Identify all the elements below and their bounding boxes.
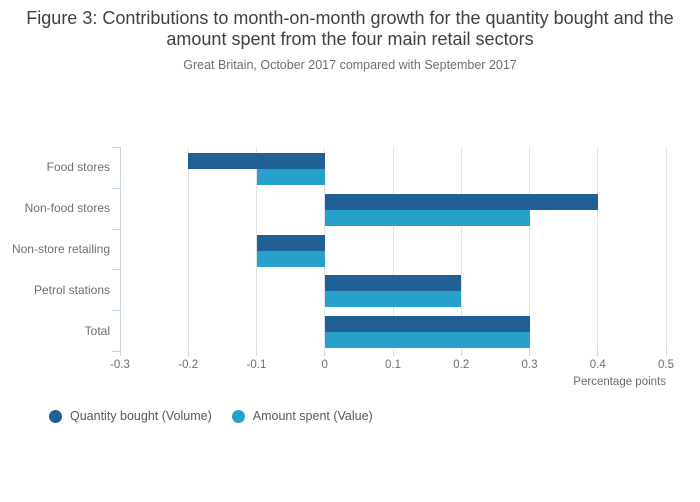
- category-label: Petrol stations: [33, 282, 110, 297]
- chart-title: Figure 3: Contributions to month-on-mont…: [26, 8, 674, 49]
- gridline: [665, 147, 667, 351]
- category-label: Total: [84, 323, 110, 338]
- legend-label-volume: Quantity bought (Volume): [70, 409, 212, 423]
- chart-subtitle: Great Britain, October 2017 compared wit…: [183, 58, 517, 72]
- gridline: [324, 147, 326, 351]
- gridline: [187, 147, 189, 351]
- bar-quantity-bought: [324, 316, 530, 333]
- y-axis-tick: [112, 188, 120, 189]
- x-axis-tick: [119, 351, 121, 356]
- x-axis-tick: [529, 351, 530, 356]
- y-axis-tick: [112, 229, 120, 230]
- plot-area: [120, 147, 667, 351]
- category-label: Food stores: [46, 160, 110, 175]
- y-axis-tick: [112, 310, 120, 311]
- bar-amount-spent: [324, 209, 530, 226]
- bar-quantity-bought: [324, 193, 598, 210]
- x-tick-label: -0.1: [246, 359, 267, 371]
- category-label: Non-food stores: [24, 201, 110, 216]
- x-tick-label: 0.3: [521, 359, 538, 371]
- x-axis-title: Percentage points: [573, 376, 666, 388]
- legend-marker-value-icon: [231, 409, 245, 423]
- bar-quantity-bought: [188, 153, 325, 169]
- x-tick-label: 0: [321, 359, 328, 371]
- bar-quantity-bought: [324, 275, 462, 292]
- x-axis-tick: [665, 351, 667, 356]
- bar-amount-spent: [256, 250, 325, 267]
- legend-marker-volume-icon: [49, 409, 62, 423]
- legend: Quantity bought (Volume) Amount spent (V…: [49, 409, 373, 423]
- x-tick-label: 0.2: [453, 359, 470, 371]
- bar-amount-spent: [324, 291, 462, 308]
- bar-amount-spent: [324, 332, 530, 349]
- x-axis-tick: [392, 351, 394, 356]
- x-axis-tick: [256, 351, 257, 356]
- category-label: Non-store retailing: [11, 241, 110, 256]
- y-axis-line: [120, 147, 121, 352]
- gridline: [529, 147, 530, 351]
- legend-item-quantity-bought: Quantity bought (Volume): [49, 409, 212, 423]
- y-axis-tick: [112, 351, 120, 352]
- x-tick-label: -0.3: [110, 359, 130, 371]
- x-axis-tick: [460, 351, 462, 356]
- category-axis-labels: Food stores Non-food stores Non-store reta…: [0, 147, 110, 351]
- x-tick-label: -0.2: [178, 359, 199, 371]
- legend-item-amount-spent: Amount spent (Value): [231, 409, 373, 423]
- gridline: [460, 147, 462, 351]
- bar-quantity-bought: [256, 234, 325, 251]
- x-tick-label: 0.4: [589, 359, 606, 371]
- x-axis-tick: [597, 351, 599, 356]
- x-tick-label: 0.1: [385, 359, 401, 371]
- gridline: [392, 147, 394, 351]
- x-tick-label: 0.5: [658, 359, 674, 371]
- gridline: [597, 147, 599, 351]
- y-axis-tick: [112, 147, 120, 148]
- x-axis-tick: [187, 351, 189, 356]
- bar-amount-spent: [256, 169, 325, 185]
- x-axis-tick: [324, 351, 326, 356]
- y-axis-tick: [112, 269, 120, 270]
- legend-label-value: Amount spent (Value): [252, 409, 373, 423]
